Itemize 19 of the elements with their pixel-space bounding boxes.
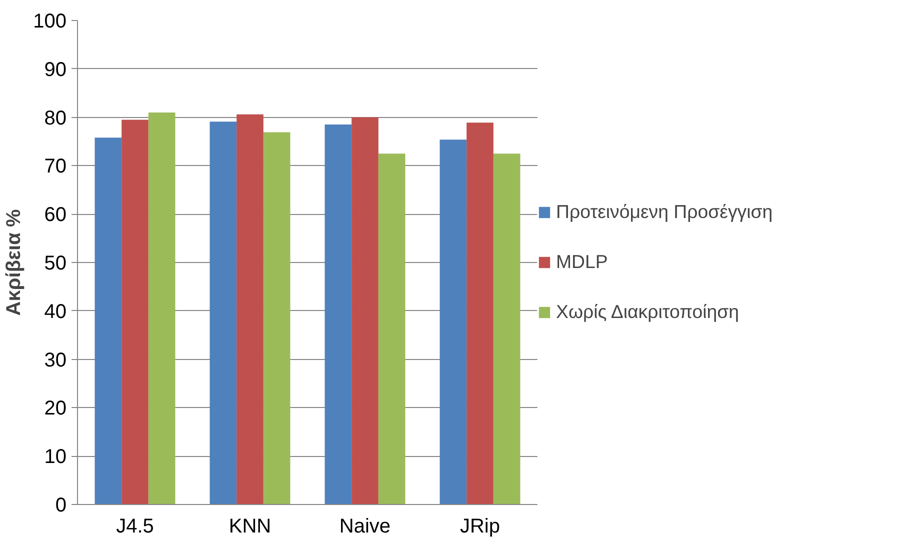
x-tick-label: JRip <box>460 516 500 538</box>
y-tick-label: 70 <box>44 156 67 178</box>
y-tick-label: 50 <box>44 252 67 274</box>
y-tick-label: 10 <box>44 446 67 468</box>
y-tick-label: 20 <box>44 398 67 420</box>
legend-label: MDLP <box>556 251 608 273</box>
y-tick-label: 60 <box>44 204 67 226</box>
legend-label: Χωρίς Διακριτοποίηση <box>556 301 740 323</box>
y-tick-label: 40 <box>44 300 67 323</box>
y-tick-label: 100 <box>33 10 67 32</box>
y-tick-label: 30 <box>44 349 67 372</box>
x-tick-label: Naive <box>339 516 391 538</box>
y-tick-label: 80 <box>44 107 67 130</box>
y-tick-label: 0 <box>55 494 66 516</box>
y-tick-label: 90 <box>44 58 67 81</box>
x-tick-label: J4.5 <box>116 516 154 538</box>
x-tick-label: KNN <box>228 516 272 538</box>
y-axis-title: Ακρίβεια % <box>3 209 26 316</box>
legend-label: Προτεινόμενη Προσέγγιση <box>556 201 773 223</box>
